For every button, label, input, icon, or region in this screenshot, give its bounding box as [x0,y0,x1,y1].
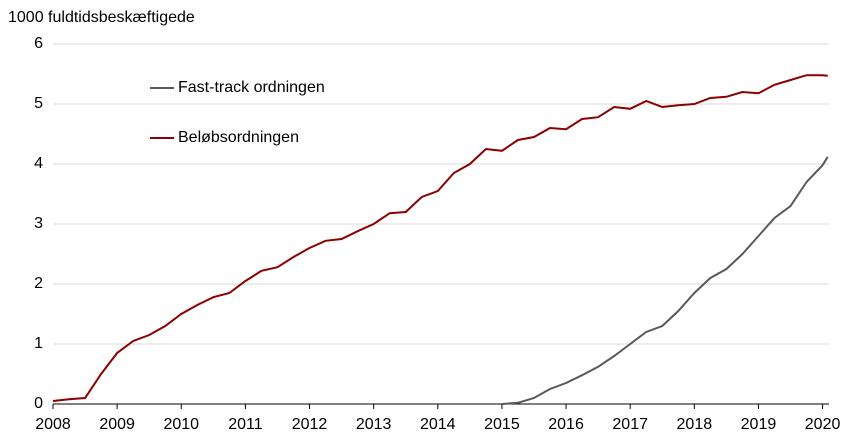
x-tick-label: 2018 [677,416,713,433]
legend-label: Beløbsordningen [178,129,299,146]
x-tick-label: 2014 [420,416,456,433]
x-tick-label: 2012 [292,416,328,433]
x-tick-label: 2013 [356,416,392,433]
x-tick-label: 2020 [805,416,841,433]
y-tick-label: 2 [34,275,43,292]
line [501,156,829,405]
y-tick-label: 5 [34,95,43,112]
line [52,74,828,402]
y-tick-label: 3 [34,215,43,232]
x-tick-label: 2019 [741,416,777,433]
x-tick-label: 2009 [99,416,135,433]
x-tick-label: 2015 [484,416,520,433]
x-tick-label: 2010 [163,416,199,433]
chart-title: 1000 fuldtidsbeskæftigede [8,9,195,26]
y-tick-label: 0 [34,395,43,412]
y-tick-label: 6 [34,35,43,52]
x-tick-label: 2008 [35,416,71,433]
y-tick-label: 1 [34,335,43,352]
legend-label: Fast-track ordningen [178,79,325,96]
x-tick-label: 2011 [228,416,263,433]
y-tick-label: 4 [34,155,43,172]
x-tick-label: 2016 [548,416,584,433]
x-tick-label: 2017 [612,416,648,433]
